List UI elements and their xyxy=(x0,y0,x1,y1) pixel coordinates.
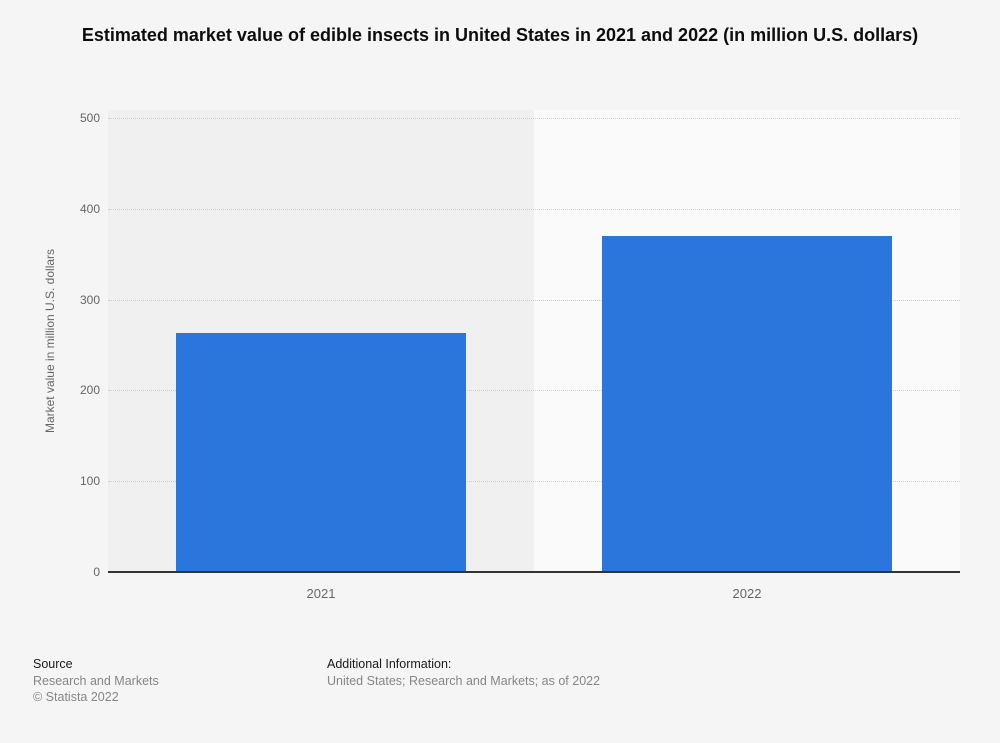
additional-info-text: United States; Research and Markets; as … xyxy=(327,674,601,688)
y-tick-label-500: 500 xyxy=(79,111,100,125)
x-axis-labels: 2021 2022 xyxy=(108,586,960,604)
y-tick-label-0: 0 xyxy=(93,565,100,579)
source-name: Research and Markets xyxy=(33,674,159,688)
x-tick-label-2021: 2021 xyxy=(306,586,336,601)
x-axis-line xyxy=(108,571,960,573)
footer-additional-block: Additional Information: United States; R… xyxy=(327,656,600,689)
gridline-500 xyxy=(108,118,960,119)
plot-area xyxy=(108,110,960,573)
y-axis-labels: 0 100 200 300 400 500 xyxy=(60,110,100,579)
footer-source-block: Source Research and Markets © Statista 2… xyxy=(33,656,159,705)
bar-2021[interactable] xyxy=(176,333,466,572)
y-tick-label-400: 400 xyxy=(79,201,100,216)
gridline-400 xyxy=(108,208,960,210)
source-label: Source xyxy=(33,657,73,671)
y-tick-label-200: 200 xyxy=(79,383,100,398)
additional-info-label: Additional Information: xyxy=(327,657,452,671)
x-tick-label-2022: 2022 xyxy=(732,586,762,601)
chart-title: Estimated market value of edible insects… xyxy=(81,25,919,45)
gridline-300 xyxy=(108,299,960,301)
y-tick-label-100: 100 xyxy=(79,474,100,489)
gridline-200 xyxy=(108,390,960,392)
y-tick-label-300: 300 xyxy=(79,292,100,307)
y-axis-title: Market value in million U.S. dollars xyxy=(43,248,58,434)
statista-copyright: © Statista 2022 xyxy=(33,690,119,704)
gridline-100 xyxy=(108,481,960,483)
bar-2022[interactable] xyxy=(602,236,892,572)
